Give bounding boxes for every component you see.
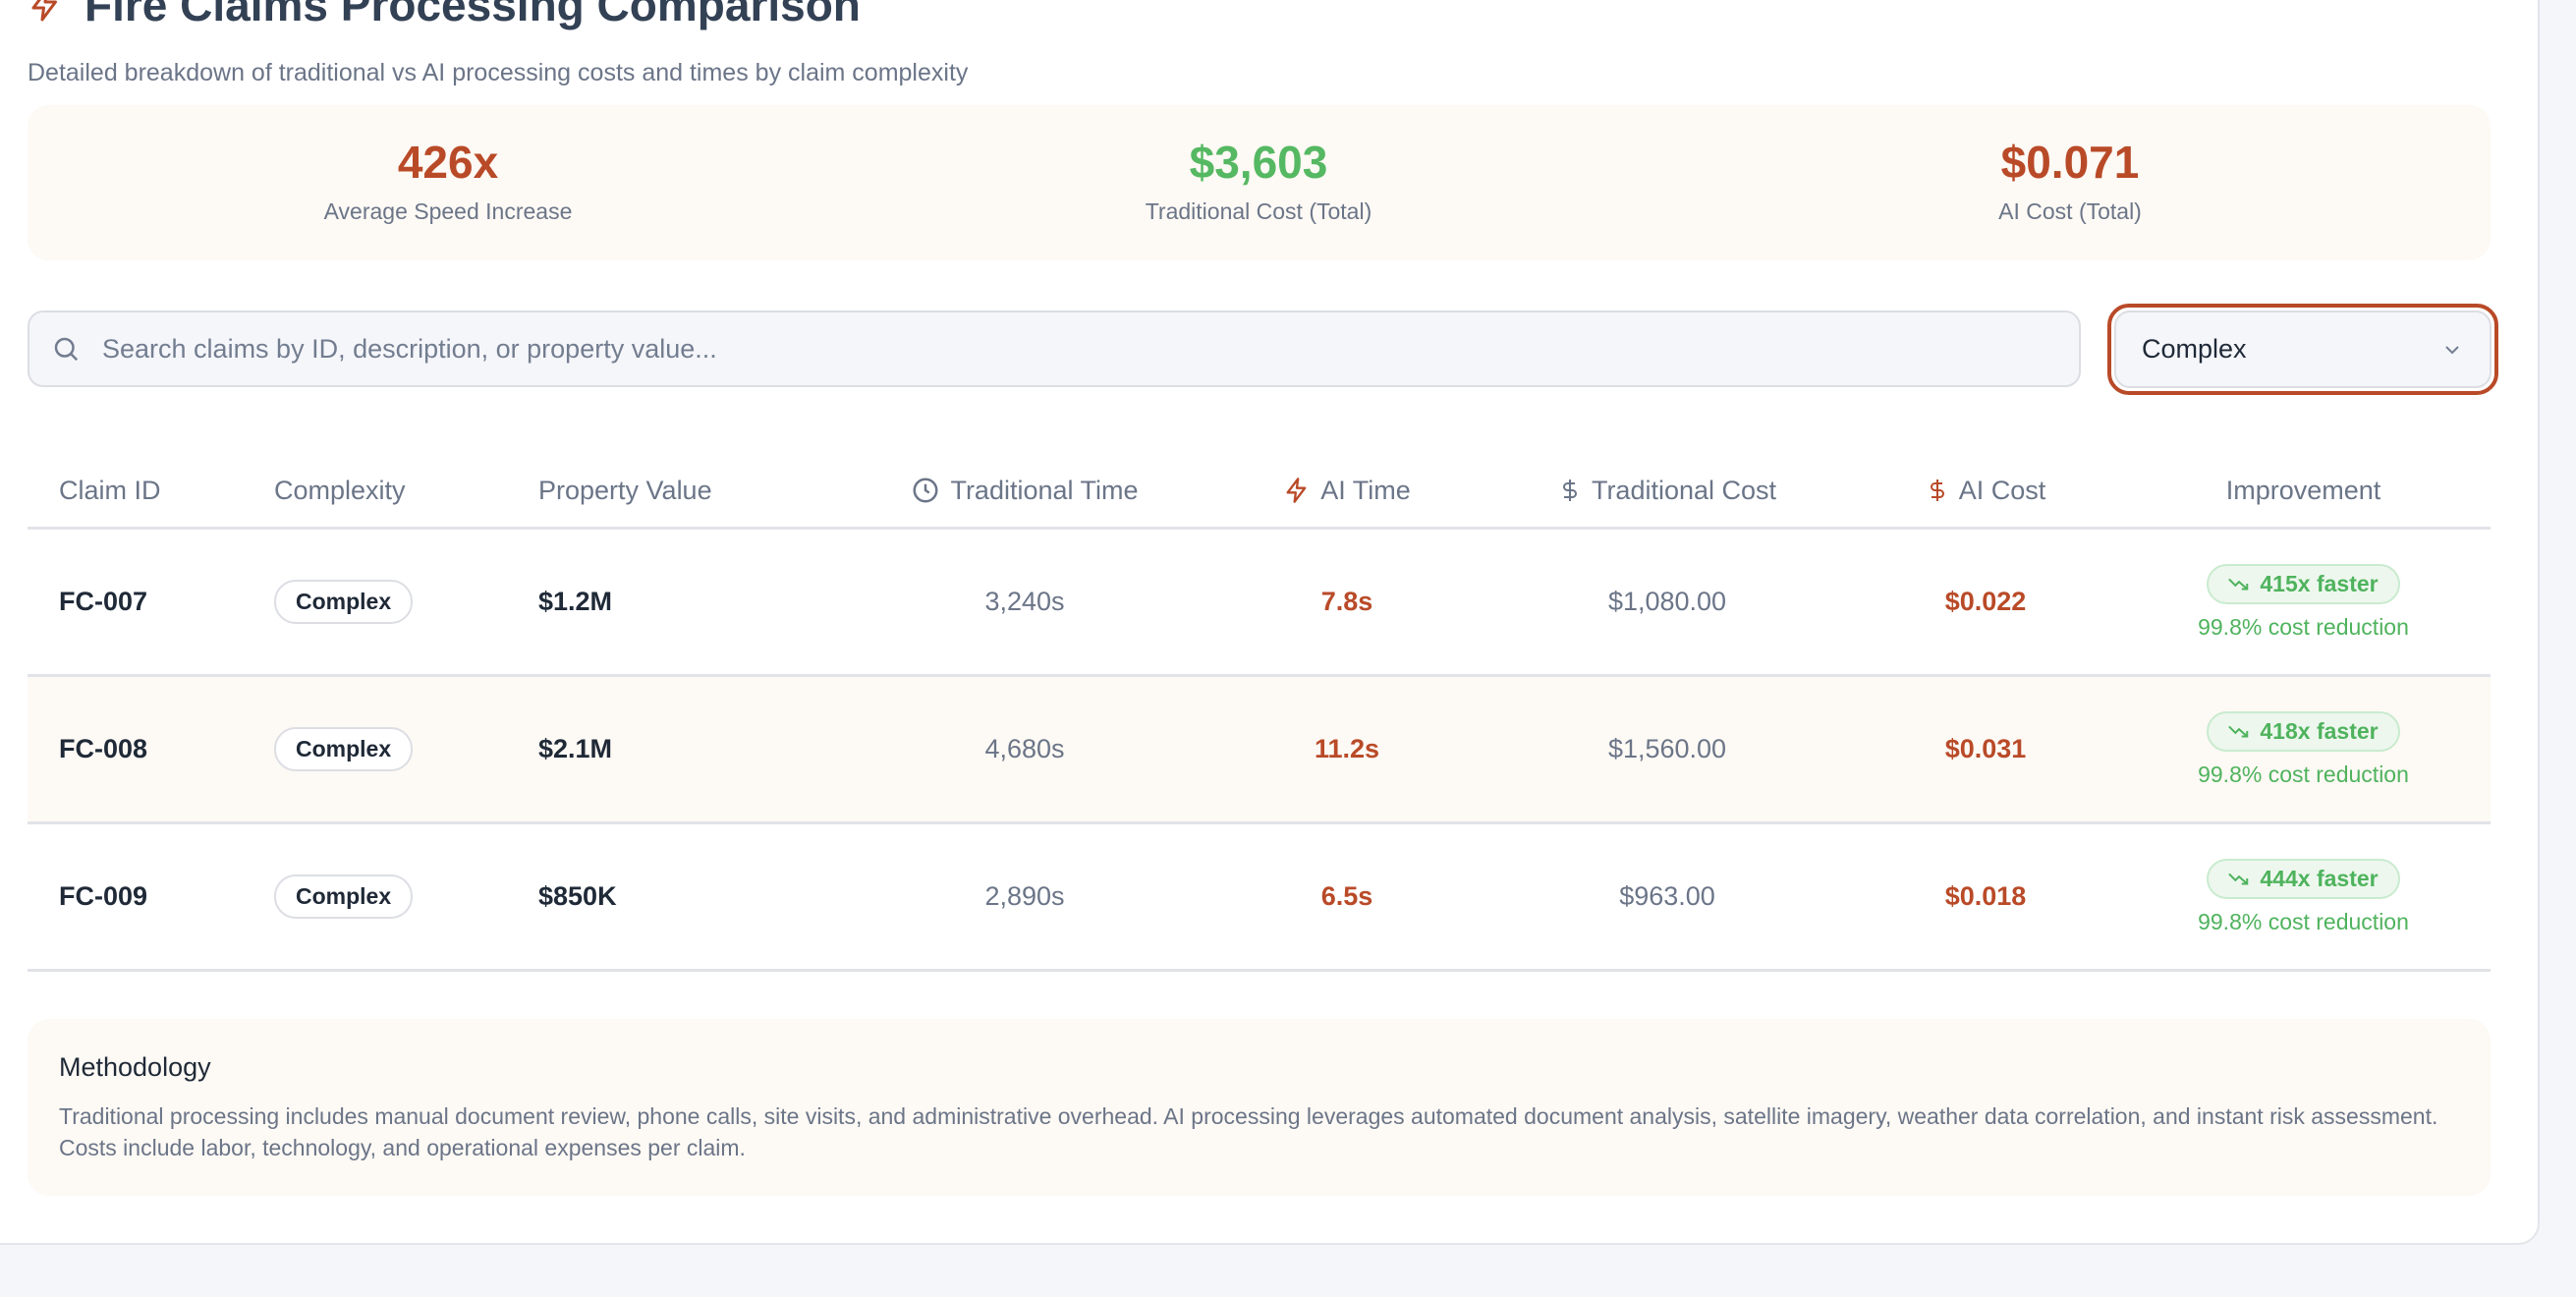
- methodology-box: Methodology Traditional processing inclu…: [28, 1019, 2491, 1196]
- complexity-select[interactable]: Complex: [2114, 310, 2492, 388]
- claim-id: FC-009: [59, 881, 148, 911]
- property-value: $2.1M: [538, 734, 613, 763]
- ai-cost: $0.031: [1944, 734, 2027, 763]
- header-label: AI Time: [1320, 475, 1411, 505]
- ai-cost: $0.018: [1944, 881, 2027, 911]
- clock-icon: [913, 478, 938, 503]
- complexity-badge: Complex: [274, 874, 414, 919]
- header-label: Traditional Cost: [1591, 475, 1777, 505]
- selected-value: Complex: [2142, 334, 2247, 364]
- ai-cost: $0.022: [1944, 587, 2027, 616]
- header-complexity[interactable]: Complexity: [274, 475, 406, 505]
- claim-id: FC-007: [59, 587, 148, 616]
- page-subtitle: Detailed breakdown of traditional vs AI …: [28, 59, 969, 86]
- stat-value: 426x: [397, 137, 499, 188]
- claim-id: FC-008: [59, 734, 148, 763]
- stat-value: $0.071: [2000, 137, 2140, 188]
- traditional-cost: $1,080.00: [1607, 587, 1727, 616]
- table-row[interactable]: FC-009 Complex $850K 2,890s 6.5s $963.00…: [28, 824, 2491, 972]
- header-label: Traditional Time: [950, 475, 1139, 505]
- stat-label: AI Cost (Total): [1998, 198, 2142, 224]
- traditional-time: 2,890s: [984, 881, 1065, 911]
- complexity-filter[interactable]: Complex: [2107, 304, 2498, 395]
- improvement-cell: 415x faster 99.8% cost reduction: [2116, 530, 2491, 674]
- property-value: $1.2M: [538, 587, 613, 616]
- header-improvement: Improvement: [2225, 475, 2381, 505]
- complexity-cell: Complex: [246, 824, 511, 969]
- speed-badge: 444x faster: [2207, 858, 2400, 899]
- traditional-time: 3,240s: [984, 587, 1065, 616]
- search-input[interactable]: [102, 333, 1969, 365]
- table-header: Claim ID Complexity Property Value Tradi…: [28, 454, 2491, 530]
- header-traditional-cost[interactable]: Traditional Cost: [1480, 454, 1855, 527]
- stat-label: Traditional Cost (Total): [1145, 198, 1372, 224]
- speed-text: 444x faster: [2260, 865, 2379, 891]
- table-row[interactable]: FC-008 Complex $2.1M 4,680s 11.2s $1,560…: [28, 677, 2491, 824]
- summary-stats: 426x Average Speed Increase $3,603 Tradi…: [28, 105, 2491, 260]
- lightning-icon: [1286, 478, 1307, 503]
- stat-ai-cost: $0.071 AI Cost (Total): [1775, 140, 2365, 225]
- header-label: AI Cost: [1958, 475, 2046, 505]
- search-icon: [54, 337, 79, 362]
- ai-time: 6.5s: [1320, 881, 1373, 911]
- stat-traditional-cost: $3,603 Traditional Cost (Total): [964, 140, 1553, 225]
- table-row[interactable]: FC-007 Complex $1.2M 3,240s 7.8s $1,080.…: [28, 530, 2491, 677]
- stat-label: Average Speed Increase: [323, 198, 573, 224]
- trending-down-icon: [2228, 725, 2249, 738]
- methodology-text: Traditional processing includes manual d…: [59, 1103, 2438, 1160]
- traditional-cost: $1,560.00: [1607, 734, 1727, 763]
- cost-reduction: 99.8% cost reduction: [2198, 761, 2409, 787]
- lightning-icon: [31, 0, 57, 22]
- improvement-cell: 444x faster 99.8% cost reduction: [2116, 824, 2491, 969]
- dollar-icon: [1562, 479, 1577, 501]
- header-claim-id[interactable]: Claim ID: [59, 475, 161, 505]
- speed-text: 415x faster: [2260, 570, 2379, 596]
- header-property-value[interactable]: Property Value: [538, 475, 712, 505]
- trending-down-icon: [2228, 578, 2249, 591]
- complexity-badge: Complex: [274, 580, 414, 624]
- complexity-cell: Complex: [246, 530, 511, 674]
- property-value: $850K: [538, 881, 617, 911]
- traditional-time: 4,680s: [984, 734, 1065, 763]
- header-ai-cost[interactable]: AI Cost: [1855, 454, 2116, 527]
- chevron-down-icon: [2445, 345, 2459, 354]
- search-box[interactable]: [28, 310, 2081, 387]
- improvement-cell: 418x faster 99.8% cost reduction: [2116, 677, 2491, 821]
- stat-value: $3,603: [1189, 137, 1328, 188]
- speed-badge: 418x faster: [2207, 710, 2400, 752]
- speed-badge: 415x faster: [2207, 563, 2400, 604]
- cost-reduction: 99.8% cost reduction: [2198, 908, 2409, 934]
- traditional-cost: $963.00: [1619, 881, 1715, 911]
- speed-text: 418x faster: [2260, 717, 2379, 744]
- complexity-cell: Complex: [246, 677, 511, 821]
- header-ai-time[interactable]: AI Time: [1214, 454, 1480, 527]
- dollar-icon: [1930, 479, 1944, 501]
- complexity-badge: Complex: [274, 727, 414, 771]
- page-title: Fire Claims Processing Comparison: [28, 0, 861, 31]
- ai-time: 7.8s: [1320, 587, 1373, 616]
- cost-reduction: 99.8% cost reduction: [2198, 613, 2409, 640]
- trending-down-icon: [2228, 873, 2249, 885]
- methodology-title: Methodology: [59, 1052, 211, 1082]
- stat-speed: 426x Average Speed Increase: [153, 140, 743, 225]
- ai-time: 11.2s: [1314, 734, 1380, 763]
- title-text: Fire Claims Processing Comparison: [84, 0, 861, 30]
- header-traditional-time[interactable]: Traditional Time: [835, 454, 1214, 527]
